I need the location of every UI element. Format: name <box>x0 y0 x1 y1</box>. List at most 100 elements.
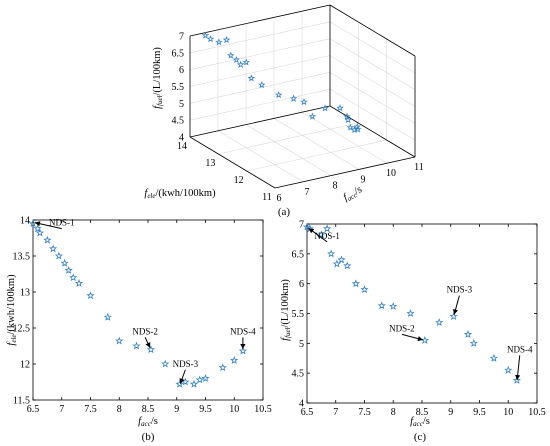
data-point-star <box>449 312 458 320</box>
data-point-star <box>236 60 245 68</box>
data-point-star <box>43 235 52 244</box>
data-point-star <box>103 312 112 321</box>
data-point-star <box>274 90 283 99</box>
annotation-arrowhead <box>240 344 246 350</box>
data-point-star <box>218 363 227 372</box>
chart-a-gridlines <box>189 4 416 189</box>
y-tick-label: 11 <box>262 192 272 203</box>
annotation-label: NDS-3 <box>173 359 199 369</box>
y-tick-label: 6.5 <box>292 249 305 260</box>
data-point-star <box>389 301 398 310</box>
data-point-star <box>175 379 184 388</box>
y-tick-label: 6 <box>299 279 304 290</box>
chart-a-xlabel: facc/s <box>341 184 364 204</box>
caption-c: (c) <box>414 431 427 443</box>
annotation-label: NDS-4 <box>507 344 533 354</box>
y-tick-label: 5 <box>299 339 304 350</box>
data-point-star <box>346 123 355 131</box>
annotation-arrowhead <box>417 336 423 342</box>
grid-floor-line <box>245 124 332 176</box>
data-point-star <box>222 35 231 44</box>
y-tick-label: 7 <box>299 220 304 231</box>
data-point-star <box>195 375 204 384</box>
grid-wall-line <box>189 21 331 54</box>
chart-a-tick-labels: 6 7 8 9 10 11 11 12 13 144 4.5 5 5.5 6 6.5 7 <box>172 32 424 205</box>
z-tick-label: 4.5 <box>172 116 185 127</box>
chart-c-ylabel: ffuel/(L/100km) <box>280 279 292 341</box>
grid-floor-line <box>273 118 360 170</box>
y-tick-label: 12.5 <box>13 324 31 335</box>
chart-c-points <box>302 222 522 384</box>
annotation-arrowhead <box>452 309 458 315</box>
chart-c-xlabel: facc/s <box>410 416 430 428</box>
data-point-star <box>74 279 84 287</box>
data-point-star <box>238 346 248 355</box>
grid-floor-line <box>301 111 388 164</box>
data-point-star <box>33 224 42 233</box>
chart-b-ticks: 6.5 7 7.5 8 8.5 9 9.5 10 10.5 11.5 12 12.5 13 13.5 14 <box>13 216 272 416</box>
y-tick-label: 5.5 <box>292 309 305 320</box>
cube-edge <box>329 4 416 57</box>
x-tick-label: 9.5 <box>199 404 212 415</box>
data-point-star <box>161 359 170 368</box>
grid-floor-line <box>246 139 387 172</box>
data-point-star <box>354 125 362 133</box>
x-tick-label: 10 <box>229 404 239 415</box>
annotation-arrowhead <box>145 342 151 348</box>
data-point-star <box>351 279 361 288</box>
data-point-star <box>86 291 95 300</box>
caption-a: (a) <box>278 206 291 218</box>
grid-floor-line <box>218 122 359 155</box>
data-point-star <box>332 259 342 268</box>
data-point-star <box>48 244 58 253</box>
annotation-label: NDS-2 <box>389 323 415 333</box>
x-tick-label: 6.5 <box>27 404 40 415</box>
chart-b-ylabel: fele/(kwh/100km) <box>6 274 18 346</box>
data-point-star <box>308 112 317 120</box>
data-point-star <box>321 104 329 112</box>
chart-c-scatter: 6.5 7 7.5 8 8.5 9 9.5 10 10.5 4 4.5 5 5.5 6 6.5 7 NDS-1… <box>280 220 546 444</box>
x-tick-label: 11 <box>414 162 424 173</box>
data-point-star <box>146 345 156 354</box>
grid-floor-line <box>217 130 304 183</box>
data-point-star <box>336 104 344 112</box>
chart-b-plot-area <box>32 219 264 401</box>
annotation-label: NDS-2 <box>132 326 158 336</box>
cube-edge <box>329 105 416 158</box>
y-tick-label: 13 <box>20 288 30 299</box>
chart-a-points <box>201 31 362 133</box>
annotation-arrowhead <box>34 221 41 227</box>
data-point-star <box>232 55 241 64</box>
grid-wall-line <box>329 21 416 74</box>
annotation-arrowhead <box>308 228 315 234</box>
x-tick-label: 6.5 <box>301 407 314 418</box>
data-point-star <box>463 330 473 338</box>
x-tick-label: 7 <box>333 407 338 418</box>
cube-edge <box>189 4 331 37</box>
y-tick-label: 14 <box>20 216 30 227</box>
x-tick-label: 7 <box>59 404 64 415</box>
cube-edge <box>189 136 276 189</box>
data-point-star <box>337 255 346 264</box>
data-point-star <box>258 81 266 89</box>
x-tick-label: 10 <box>503 407 513 418</box>
y-tick-label: 12 <box>20 360 30 371</box>
annotation-arrowhead <box>179 378 185 384</box>
x-tick-label: 8 <box>391 407 396 418</box>
cube-edge <box>189 105 331 138</box>
y-tick-label: 4.5 <box>292 369 305 380</box>
data-point-star <box>247 74 256 82</box>
z-tick-label: 5.5 <box>172 82 185 93</box>
data-point-star <box>201 374 210 382</box>
z-tick-label: 4 <box>179 133 184 144</box>
chart-b-xlabel: facc/s <box>138 416 158 428</box>
x-tick-label: 9.5 <box>473 407 486 418</box>
x-tick-label: 7.5 <box>358 407 371 418</box>
data-point-star <box>300 98 308 106</box>
chart-a-ylabel: fele/(kwh/100km) <box>144 188 216 200</box>
grid-wall-line <box>189 72 331 104</box>
annotation-label: NDS-3 <box>447 285 473 295</box>
cube-edge <box>274 156 416 189</box>
grid-wall-line <box>329 72 416 124</box>
